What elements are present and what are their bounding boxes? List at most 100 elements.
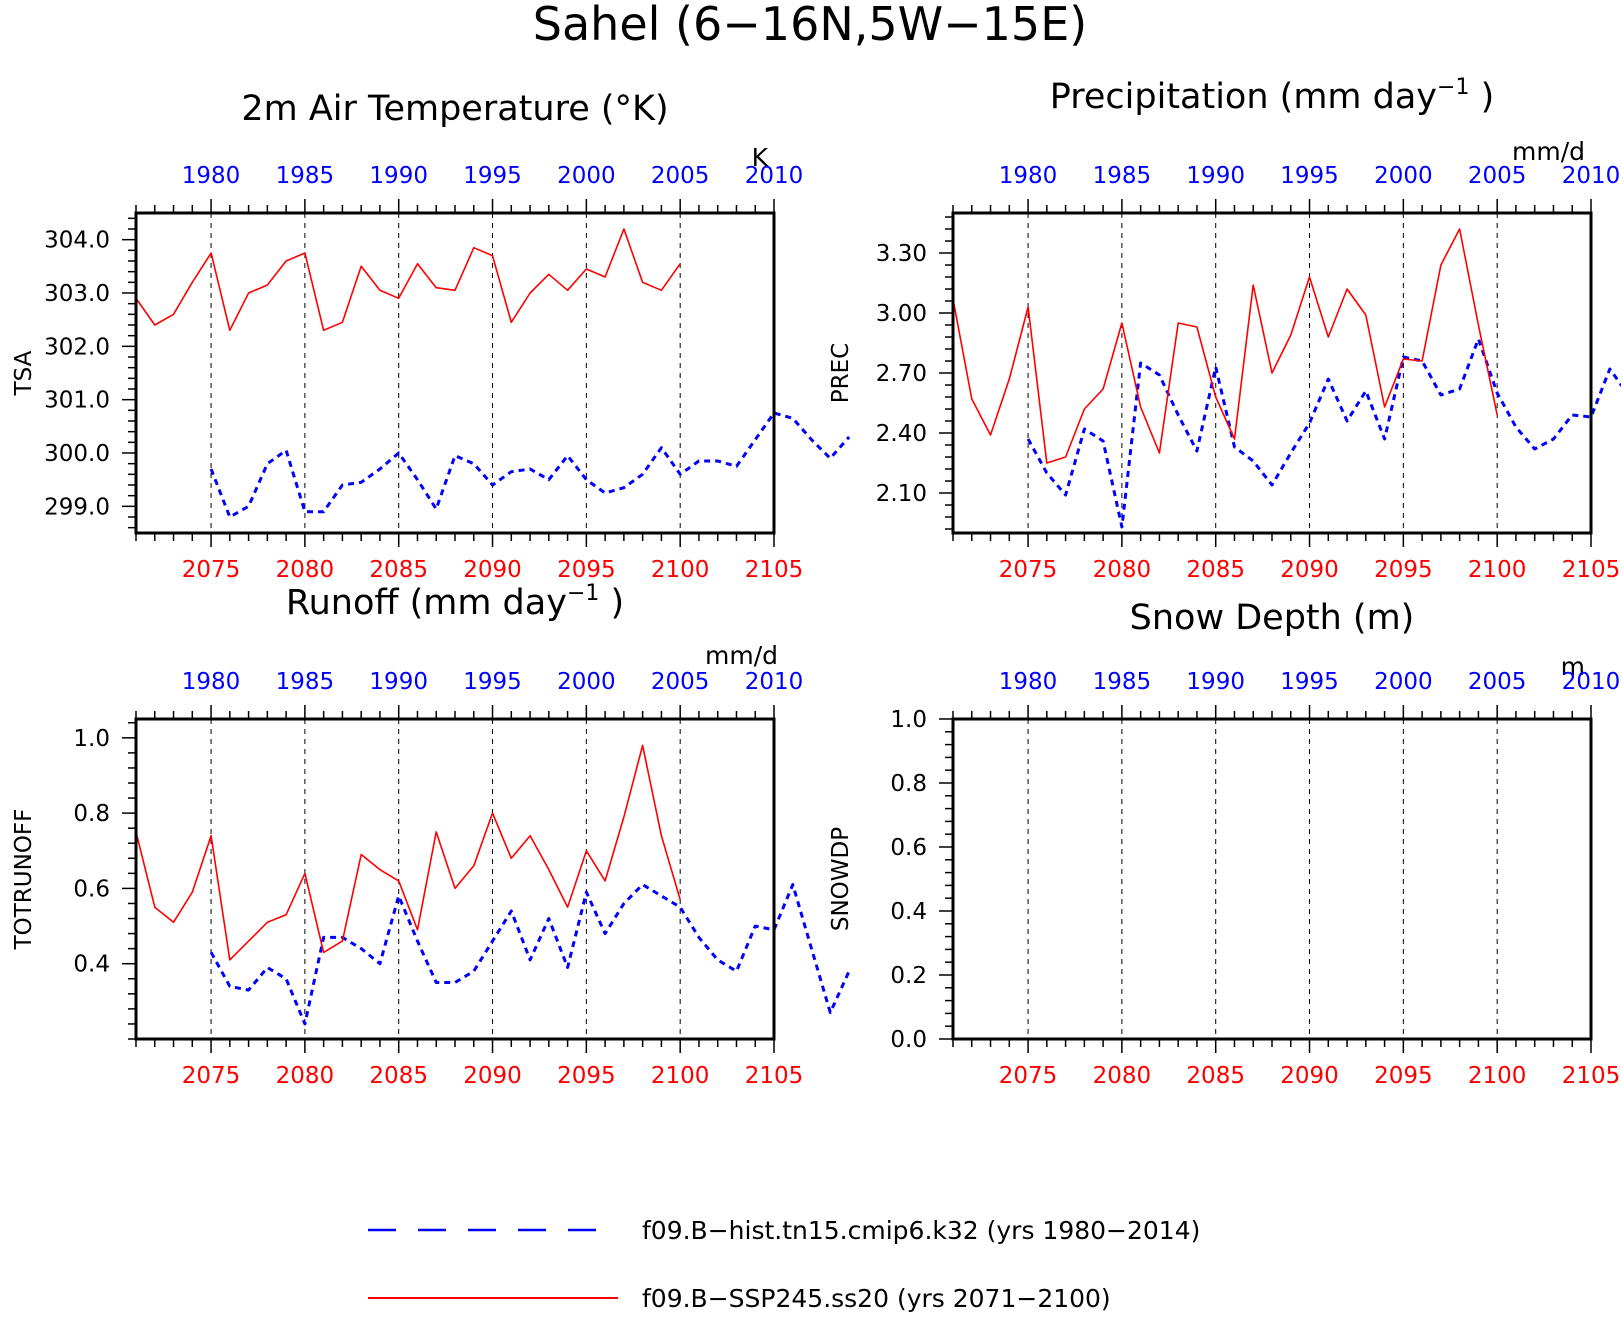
x-top-tick-label: 2010 — [745, 163, 804, 189]
units-label: mm/d — [705, 641, 778, 670]
units-label: m — [1561, 652, 1585, 681]
x-top-tick-label: 2000 — [1374, 163, 1433, 189]
x-top-tick-label: 1985 — [276, 163, 335, 189]
units-label: mm/d — [1512, 137, 1585, 166]
x-top-tick-label: 2000 — [557, 163, 616, 189]
series-line-hist — [1026, 337, 1621, 529]
y-tick-label: 1.0 — [890, 707, 927, 733]
panel-title-end: ) — [1469, 77, 1494, 117]
x-top-tick-label: 2005 — [651, 669, 710, 695]
x-bottom-tick-label: 2095 — [1374, 1063, 1433, 1089]
x-bottom-tick-label: 2075 — [999, 557, 1058, 583]
x-top-tick-label: 1990 — [369, 163, 428, 189]
legend-label-ssp245: f09.B−SSP245.ss20 (yrs 2071−2100) — [642, 1284, 1111, 1313]
x-top-tick-label: 1985 — [1093, 669, 1152, 695]
x-bottom-tick-label: 2105 — [1562, 557, 1621, 583]
x-bottom-tick-label: 2105 — [745, 1063, 804, 1089]
plot-frame — [134, 717, 776, 1041]
y-tick-label: 2.70 — [876, 361, 927, 387]
series-line-hist — [209, 883, 851, 1026]
x-top-tick-label: 1985 — [1093, 163, 1152, 189]
y-tick-label: 0.2 — [890, 963, 927, 989]
series-line-hist — [209, 411, 851, 519]
y-tick-label: 1.0 — [73, 726, 110, 752]
x-bottom-tick-label: 2090 — [1280, 1063, 1339, 1089]
x-top-tick-label: 2005 — [1468, 163, 1527, 189]
series-line-ssp245 — [952, 228, 1498, 464]
y-tick-label: 301.0 — [44, 388, 110, 414]
x-top-tick-label: 1995 — [1280, 669, 1339, 695]
y-tick-label: 303.0 — [44, 281, 110, 307]
panel-title: Runoff (mm day−1 ) — [286, 581, 624, 623]
figure-title: Sahel (6−16N,5W−15E) — [533, 0, 1087, 51]
panel-title-end: ) — [599, 583, 624, 623]
temperature-panel: 2m Air Temperature (°K) K TSA 2075 2080 2085 2… — [11, 89, 851, 583]
y-tick-label: 0.6 — [890, 835, 927, 861]
y-tick-label: 300.0 — [44, 441, 110, 467]
y-axis-label: TSA — [11, 350, 37, 396]
x-bottom-tick-label: 2090 — [1280, 557, 1339, 583]
panel-title-superscript: −1 — [567, 581, 599, 606]
x-bottom-tick-label: 2080 — [276, 1063, 335, 1089]
y-tick-label: 3.30 — [876, 241, 927, 267]
y-tick-label: 2.10 — [876, 481, 927, 507]
plot-frame — [951, 717, 1593, 1041]
x-bottom-tick-label: 2085 — [1186, 557, 1245, 583]
x-bottom-tick-label: 2075 — [182, 1063, 241, 1089]
x-bottom-tick-label: 2105 — [1562, 1063, 1621, 1089]
x-bottom-tick-label: 2080 — [1093, 557, 1152, 583]
x-top-tick-label: 1980 — [999, 163, 1058, 189]
x-bottom-tick-label: 2100 — [1468, 557, 1527, 583]
x-bottom-tick-label: 2075 — [999, 1063, 1058, 1089]
x-top-tick-label: 1980 — [182, 669, 241, 695]
x-bottom-tick-label: 2075 — [182, 557, 241, 583]
x-bottom-tick-label: 2095 — [557, 1063, 616, 1089]
x-top-tick-label: 1980 — [182, 163, 241, 189]
x-top-tick-label: 1995 — [1280, 163, 1339, 189]
x-top-tick-label: 2005 — [1468, 669, 1527, 695]
runoff-panel: Runoff (mm day−1 ) mm/d TOTRUNOFF 2075 2080 2… — [11, 581, 851, 1089]
series-line-ssp245 — [135, 744, 681, 961]
y-tick-label: 0.4 — [73, 952, 110, 978]
x-top-tick-label: 2000 — [557, 669, 616, 695]
y-tick-label: 0.0 — [890, 1027, 927, 1053]
panel-title-superscript: −1 — [1437, 75, 1469, 100]
x-top-tick-label: 2010 — [1562, 163, 1621, 189]
y-tick-label: 3.00 — [876, 301, 927, 327]
panel-title-main: Snow Depth (m) — [1130, 598, 1415, 638]
precipitation-panel: Precipitation (mm day−1 ) mm/d PREC 2075 208… — [828, 75, 1621, 583]
snow-depth-panel: Snow Depth (m) m SNOWDP 2075 2080 2085 2090 209… — [828, 598, 1620, 1089]
y-tick-label: 0.8 — [73, 801, 110, 827]
x-top-tick-label: 2010 — [1562, 669, 1621, 695]
y-tick-label: 302.0 — [44, 334, 110, 360]
panel-title: 2m Air Temperature (°K) — [241, 89, 668, 129]
x-top-tick-label: 2010 — [745, 669, 804, 695]
x-bottom-tick-label: 2080 — [276, 557, 335, 583]
x-bottom-tick-label: 2085 — [369, 557, 428, 583]
panel-title-main: 2m Air Temperature (°K) — [241, 89, 668, 129]
panel-title-main: Precipitation (mm day — [1050, 77, 1437, 117]
panel-title: Precipitation (mm day−1 ) — [1050, 75, 1494, 117]
x-bottom-tick-label: 2080 — [1093, 1063, 1152, 1089]
x-top-tick-label: 1990 — [1186, 669, 1245, 695]
x-bottom-tick-label: 2090 — [463, 1063, 522, 1089]
y-tick-label: 2.40 — [876, 421, 927, 447]
x-bottom-tick-label: 2100 — [1468, 1063, 1527, 1089]
x-top-tick-label: 1990 — [369, 669, 428, 695]
x-top-tick-label: 2005 — [651, 163, 710, 189]
x-bottom-tick-label: 2100 — [651, 557, 710, 583]
x-bottom-tick-label: 2105 — [745, 557, 804, 583]
x-top-tick-label: 2000 — [1374, 669, 1433, 695]
x-top-tick-label: 1995 — [463, 669, 522, 695]
plot-frame — [951, 211, 1593, 535]
y-tick-label: 0.6 — [73, 876, 110, 902]
x-bottom-tick-label: 2095 — [1374, 557, 1433, 583]
x-bottom-tick-label: 2085 — [369, 1063, 428, 1089]
panel-title-main: Runoff (mm day — [286, 583, 567, 623]
units-label: K — [752, 143, 769, 172]
y-tick-label: 299.0 — [44, 494, 110, 520]
y-axis-label: SNOWDP — [828, 827, 854, 931]
y-tick-label: 304.0 — [44, 228, 110, 254]
panel-title: Snow Depth (m) — [1130, 598, 1415, 638]
